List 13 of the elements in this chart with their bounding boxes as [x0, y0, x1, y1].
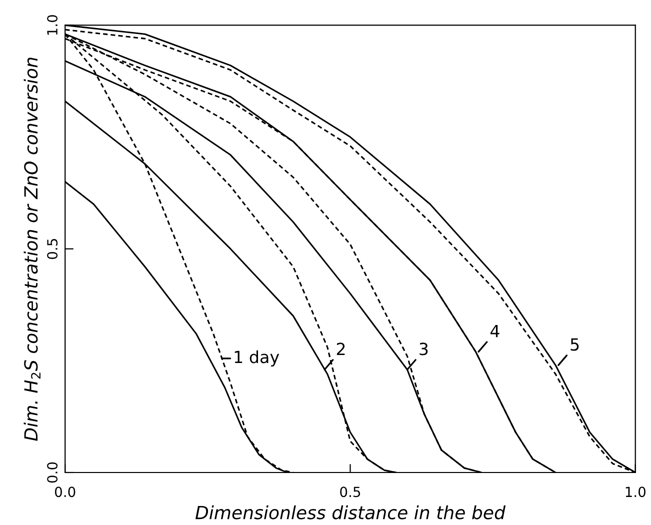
- x-tick-label: 1.0: [626, 486, 646, 498]
- y-tick-label: 0.5: [47, 239, 58, 259]
- y-tick-label: 0.0: [47, 462, 58, 483]
- annotation: 3: [420, 342, 428, 356]
- x-axis-title: Dimensionless distance in the bed: [195, 505, 506, 520]
- annotation: 4: [490, 325, 500, 338]
- y-tick-label: 1.0: [47, 15, 58, 35]
- annotation: 1 day: [234, 350, 280, 367]
- x-tick-label: 0.0: [54, 486, 76, 498]
- x-tick-label: 0.5: [340, 486, 360, 498]
- annotation: 2: [336, 342, 345, 356]
- y-axis-title: Dim. H$_{2}$S concentration or ZnO conversion: [24, 58, 40, 441]
- annotation: 5: [570, 338, 579, 351]
